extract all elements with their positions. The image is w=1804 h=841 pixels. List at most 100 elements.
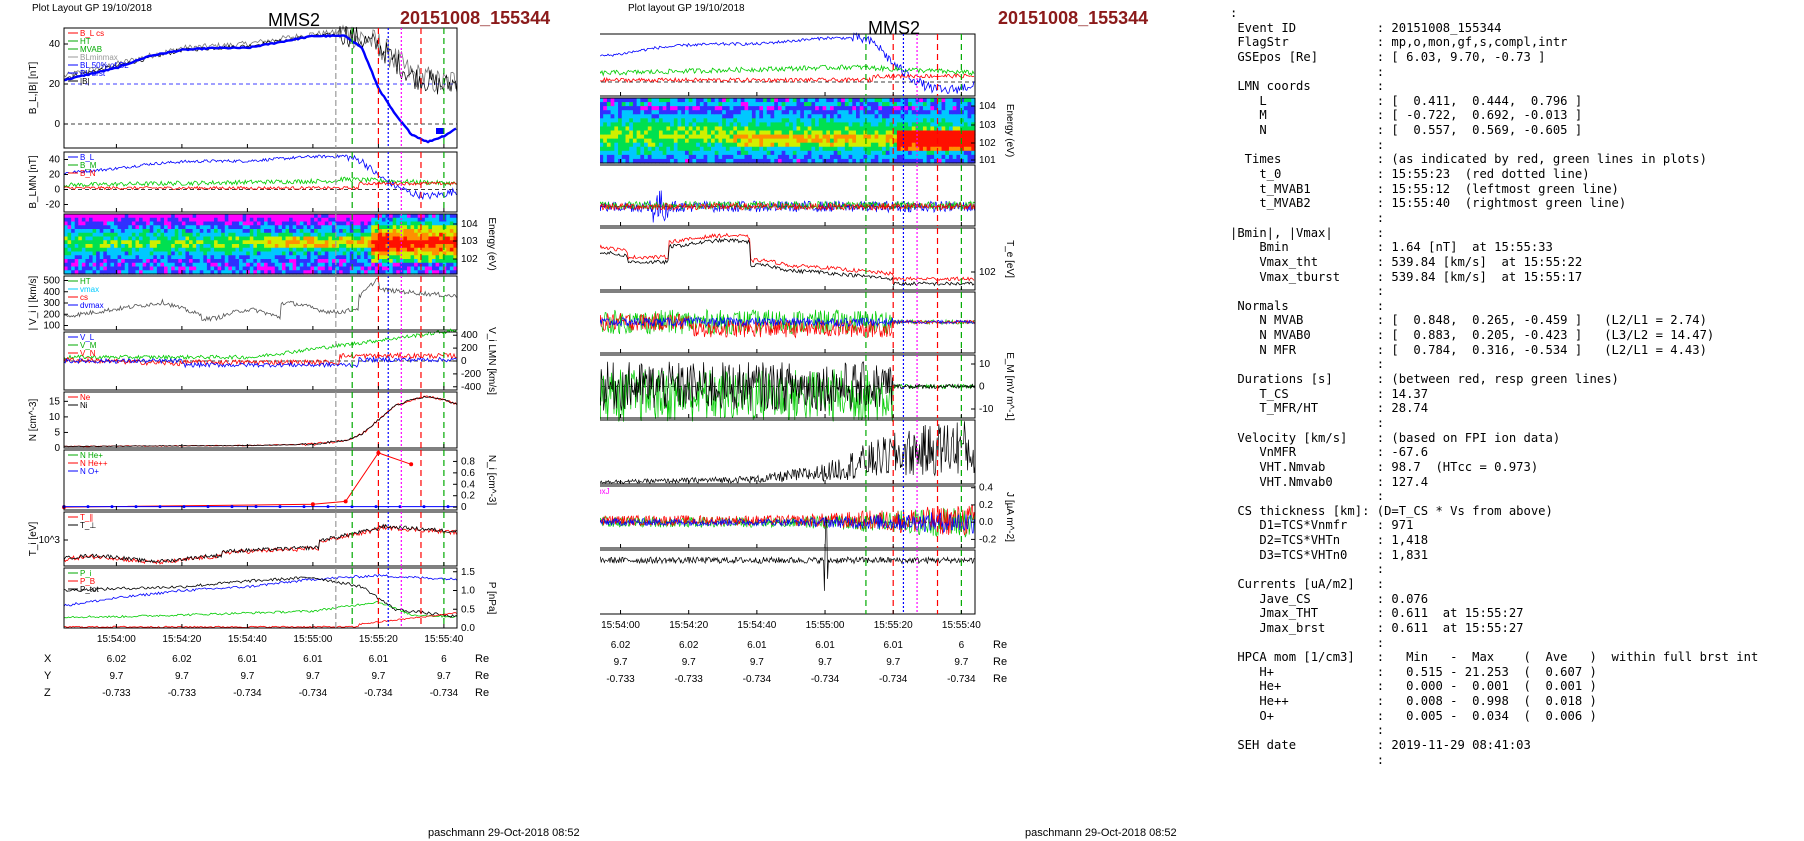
info-line: O+ : 0.005 - 0.034 ( 0.006 ): [1230, 708, 1597, 723]
spectrogram-cell: [364, 244, 369, 249]
spectrogram-cell: [919, 114, 924, 119]
spectrogram-cell: [625, 138, 630, 144]
spectrogram-cell: [937, 154, 943, 160]
spectrogram-cell: [681, 158, 686, 164]
spectrogram-cell: [406, 262, 412, 268]
spectrogram-cell: [128, 217, 133, 223]
spectrogram-cell: [885, 130, 891, 136]
spectrogram-cell: [92, 270, 97, 275]
spectrogram-cell: [199, 214, 204, 219]
spectrogram-cell: [285, 240, 290, 245]
y-axis-label: E_M [mV m^-1]: [1004, 352, 1015, 421]
spectrogram-cell: [135, 232, 140, 238]
spectrogram-cell: [841, 106, 846, 111]
spectrogram-cell: [614, 146, 619, 152]
spectrogram-cell: [941, 142, 946, 148]
spectrogram-cell: [210, 270, 215, 275]
spectrogram-cell: [153, 251, 158, 256]
spectrogram-cell: [748, 158, 753, 164]
spectrogram-cell: [64, 240, 69, 245]
spectrogram-cell: [662, 138, 667, 144]
spectrogram-cell: [92, 244, 97, 249]
spectrogram-cell: [231, 255, 237, 260]
spectrogram-cell: [192, 232, 197, 238]
spectrogram-cell: [863, 134, 868, 140]
spectrogram-cell: [621, 102, 627, 107]
spectrogram-cell: [632, 126, 638, 132]
spectrogram-cell: [417, 247, 422, 253]
spectrogram-cell: [406, 229, 412, 234]
spectrogram-cell: [92, 232, 97, 238]
spectrogram-cell: [908, 154, 913, 160]
spectrogram-cell: [328, 229, 333, 234]
spectrogram-cell: [684, 118, 690, 123]
spectrogram-cell: [249, 259, 254, 264]
spectrogram-cell: [699, 98, 705, 103]
spectrogram-cell: [703, 138, 708, 144]
spectrogram-cell: [670, 118, 675, 123]
spectrogram-cell: [342, 270, 347, 275]
spectrogram-cell: [948, 142, 954, 148]
spectrogram-cell: [378, 251, 383, 256]
spectrogram-cell: [781, 146, 786, 152]
spectrogram-cell: [353, 244, 358, 249]
y-tick-label: 1.5: [461, 567, 475, 578]
spectrogram-cell: [96, 244, 101, 249]
spectrogram-cell: [751, 114, 757, 119]
spectrogram-cell: [299, 221, 304, 226]
spectrogram-cell: [181, 229, 187, 234]
spectrogram-cell: [299, 251, 304, 256]
y-tick-label: 10: [49, 412, 61, 423]
spectrogram-cell: [600, 118, 604, 123]
spectrogram-cell: [431, 225, 437, 230]
spectrogram-cell: [606, 126, 612, 132]
spectrogram-cell: [278, 214, 283, 219]
spectrogram-cell: [744, 106, 749, 111]
spectrogram-cell: [766, 138, 772, 144]
spectrogram-cell: [688, 158, 694, 164]
spectrogram-cell: [231, 236, 237, 241]
spectrogram-cell: [385, 214, 390, 219]
y-tick-label: 103: [979, 120, 996, 131]
spectrogram-cell: [744, 146, 749, 152]
spectrogram-cell: [737, 122, 742, 128]
spectrogram-cell: [870, 158, 876, 164]
spectrogram-cell: [106, 236, 112, 241]
spectrogram-cell: [956, 118, 961, 123]
spectrogram-cell: [777, 98, 783, 103]
spectrogram-cell: [381, 266, 387, 271]
spectrogram-cell: [632, 110, 638, 115]
y-axis-label: | V_i | [km/s]: [28, 275, 39, 330]
spectrogram-cell: [446, 240, 451, 245]
spectrogram-cell: [699, 126, 705, 132]
spectrogram-cell: [841, 122, 846, 128]
spectrogram-cell: [396, 270, 401, 275]
spectrogram-cell: [818, 126, 824, 132]
spectrogram-cell: [900, 154, 905, 160]
spectrogram-cell: [396, 259, 401, 264]
spectrogram-cell: [224, 217, 229, 223]
spectrogram-cell: [874, 142, 879, 148]
spectrogram-cell: [937, 146, 943, 152]
spectrogram-cell: [774, 142, 779, 148]
spectrogram-cell: [718, 134, 723, 140]
spectrogram-cell: [353, 221, 358, 226]
spectrogram-cell: [926, 138, 931, 144]
spectrogram-cell: [349, 270, 354, 275]
spectrogram-cell: [153, 244, 158, 249]
spectrogram-cell: [926, 114, 931, 119]
spectrogram-cell: [260, 255, 265, 260]
spectrogram-cell: [146, 259, 151, 264]
spectrogram-cell: [131, 240, 137, 245]
spectrogram-cell: [153, 221, 158, 226]
spectrogram-cell: [167, 225, 172, 230]
spectrogram-cell: [885, 146, 891, 152]
spectrogram-cell: [878, 158, 883, 164]
spectrogram-cell: [106, 251, 112, 256]
spectrogram-cell: [428, 262, 433, 268]
coord-value: 6: [959, 640, 965, 651]
spectrogram-cell: [253, 214, 258, 219]
spectrogram-cell: [256, 244, 262, 249]
info-line: :: [1230, 562, 1385, 577]
spectrogram-cell: [796, 106, 801, 111]
